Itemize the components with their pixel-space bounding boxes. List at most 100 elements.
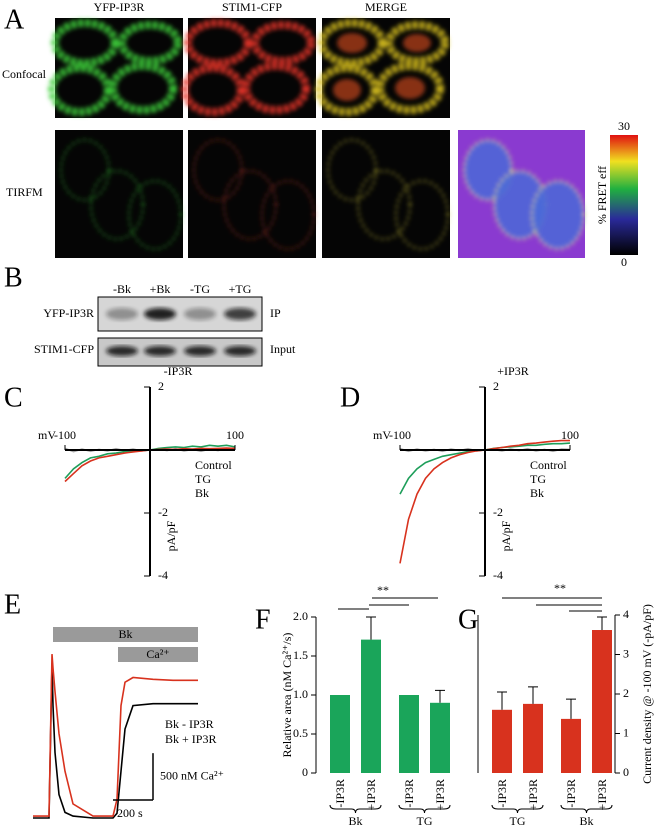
cell <box>251 21 315 65</box>
row-label: Confocal <box>2 67 47 81</box>
lane-label: -Bk <box>113 282 131 296</box>
group-brace <box>560 804 613 814</box>
legend-entry: TG <box>195 472 211 486</box>
panel-label: B <box>4 262 23 293</box>
band <box>144 346 176 356</box>
y-tick-label: -4 <box>158 568 168 582</box>
x-tick-label: 100 <box>226 428 244 442</box>
trace <box>33 663 198 819</box>
bar <box>399 695 419 773</box>
cell <box>356 169 412 241</box>
stimulus-bar <box>118 647 198 662</box>
y-tick-label: 0 <box>302 765 308 779</box>
y-tick-label: 2 <box>623 686 629 700</box>
cells <box>192 138 316 251</box>
colorbar-tick-label: 0 <box>621 255 627 269</box>
fret-cell <box>530 179 586 251</box>
y-tick-label: 1.0 <box>293 687 308 701</box>
y-tick-label: -2 <box>158 505 168 519</box>
cell-core <box>337 33 367 53</box>
cell <box>394 179 450 251</box>
cell <box>59 138 111 202</box>
micrograph <box>188 130 316 258</box>
y-tick-label: -2 <box>493 505 503 519</box>
group-label: TG <box>510 814 526 828</box>
cell <box>242 62 310 114</box>
y-unit: pA/pF <box>499 520 513 551</box>
blot-row-label: YFP-IP3R <box>43 306 94 320</box>
band <box>224 308 256 320</box>
y-tick-label: 2 <box>158 379 164 393</box>
error-bar <box>435 689 445 703</box>
cell <box>48 64 112 116</box>
error-bar <box>366 616 376 640</box>
y-tick-label: 2.0 <box>293 609 308 623</box>
band <box>106 346 138 356</box>
category-label: +IP3R <box>526 779 540 810</box>
bar <box>361 639 381 773</box>
band <box>184 308 216 320</box>
x-tick-label: 100 <box>561 428 579 442</box>
chart-title: +IP3R <box>497 364 528 378</box>
bar <box>592 630 612 773</box>
y-tick-label: 2 <box>493 379 499 393</box>
group-label: Bk <box>579 814 593 828</box>
cell <box>192 138 244 202</box>
bar <box>523 703 543 773</box>
band <box>106 308 138 320</box>
panel-label: A <box>4 4 25 35</box>
cells <box>315 19 449 116</box>
legend-entry: Bk <box>195 486 209 500</box>
category-label: +IP3R <box>364 779 378 810</box>
legend-entry: TG <box>530 472 546 486</box>
cell <box>315 64 379 116</box>
cell <box>184 19 252 67</box>
y-tick-label: 0.5 <box>293 726 308 740</box>
band <box>184 346 216 356</box>
error-bar <box>497 691 507 710</box>
lane-label: -TG <box>190 282 210 296</box>
cells <box>59 138 183 251</box>
cell <box>222 169 278 241</box>
cell <box>109 62 177 114</box>
panel-label: C <box>4 382 23 413</box>
trace <box>33 654 198 817</box>
lane-label: +TG <box>229 282 252 296</box>
cell-core <box>403 34 431 52</box>
category-label: -IP3R <box>495 779 509 808</box>
error-bar <box>528 686 538 704</box>
fret-cells <box>462 138 586 251</box>
scale-label: 500 nM Ca²⁺ <box>160 768 224 782</box>
cell <box>181 64 245 116</box>
y-tick-label: 3 <box>623 646 629 660</box>
lane-label: +Bk <box>150 282 171 296</box>
axis-label: Current density @ -100 mV (-pA/pF) <box>640 604 654 784</box>
stimulus-label: Ca²⁺ <box>146 647 169 661</box>
cell <box>51 19 119 67</box>
band <box>144 308 176 320</box>
cell <box>318 19 386 67</box>
panel-label: G <box>458 604 478 635</box>
x-tick-label: -100 <box>389 428 411 442</box>
cell-core <box>333 79 361 101</box>
stimulus-bar <box>53 627 198 642</box>
significance: ** <box>377 583 389 597</box>
cells <box>326 138 450 251</box>
category-label: -IP3R <box>402 779 416 808</box>
x-tick-label: -100 <box>54 428 76 442</box>
y-tick-label: 0 <box>623 765 629 779</box>
x-unit: mV <box>38 428 56 442</box>
group-label: TG <box>417 814 433 828</box>
group-brace <box>491 804 544 814</box>
cell <box>385 21 449 65</box>
row-label: TIRFM <box>6 185 43 199</box>
colorbar-label: % FRET eff <box>595 166 609 224</box>
colorbar-tick-label: 30 <box>618 119 630 133</box>
y-tick-label: 1.5 <box>293 648 308 662</box>
cell-core <box>395 77 425 99</box>
cell <box>127 179 183 251</box>
error-bar <box>597 616 607 631</box>
y-unit: pA/pF <box>164 520 178 551</box>
column-header: YFP-IP3R <box>94 0 145 14</box>
